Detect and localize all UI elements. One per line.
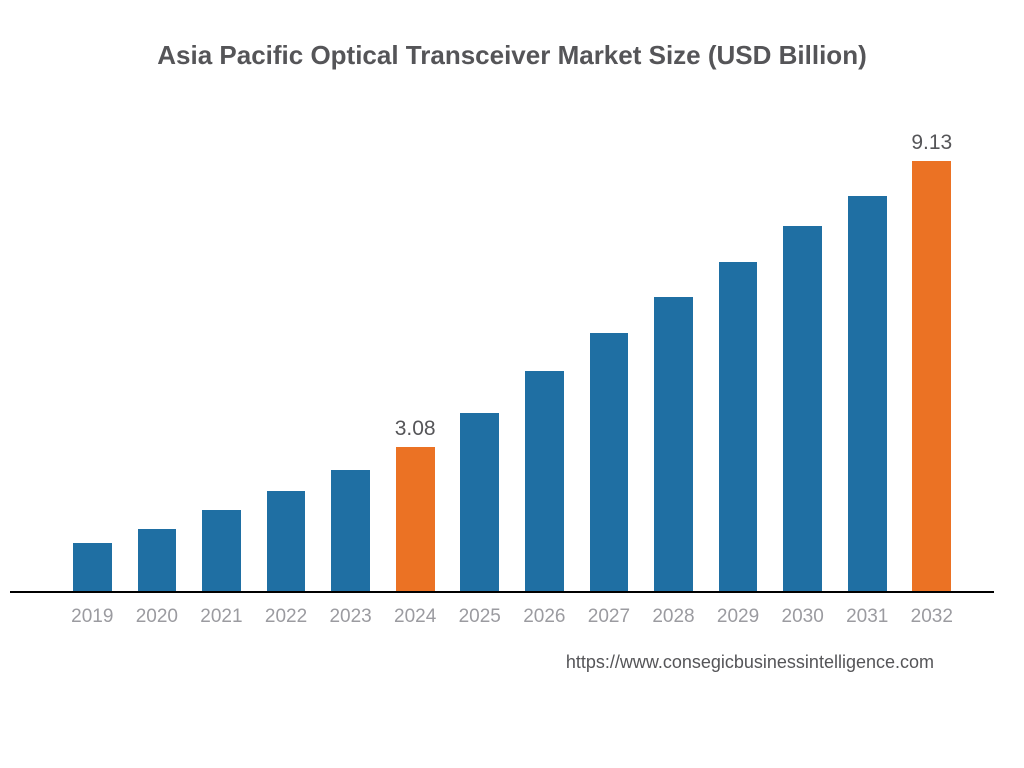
x-axis-label: 2026: [512, 606, 577, 628]
bar: [460, 413, 499, 593]
x-axis-label: 2022: [254, 606, 319, 628]
x-axis-label: 2025: [447, 606, 512, 628]
bar-slot: [770, 120, 835, 593]
x-axis-label: 2020: [125, 606, 190, 628]
bar-value-label: 3.08: [395, 417, 436, 441]
bar-slot: 9.13: [900, 120, 965, 593]
bar: [396, 447, 435, 593]
bar-slot: [577, 120, 642, 593]
bar: [912, 161, 951, 593]
chart-container: Asia Pacific Optical Transceiver Market …: [0, 0, 1024, 768]
x-axis-label: 2032: [900, 606, 965, 628]
bar-slot: [189, 120, 254, 593]
x-axis-label: 2021: [189, 606, 254, 628]
bar-value-label: 9.13: [911, 131, 952, 155]
bar: [654, 297, 693, 593]
bar: [719, 262, 758, 593]
bar-slot: [835, 120, 900, 593]
x-axis-line: [10, 591, 994, 593]
bar: [73, 543, 112, 593]
bar: [202, 510, 241, 593]
bar-slot: [447, 120, 512, 593]
bar-slot: [60, 120, 125, 593]
x-axis-label: 2029: [706, 606, 771, 628]
bars-row: 3.08 9.13: [60, 120, 964, 593]
bar: [138, 529, 177, 593]
x-axis-label: 2030: [770, 606, 835, 628]
x-axis-label: 2028: [641, 606, 706, 628]
x-axis-labels: 2019202020212022202320242025202620272028…: [60, 606, 964, 628]
bar-slot: [512, 120, 577, 593]
bar-slot: [706, 120, 771, 593]
bar-slot: [641, 120, 706, 593]
bar: [590, 333, 629, 593]
x-axis-label: 2019: [60, 606, 125, 628]
bar-slot: [318, 120, 383, 593]
plot-area: 3.08 9.13: [60, 120, 964, 593]
bar: [783, 226, 822, 593]
bar: [267, 491, 306, 593]
source-url: https://www.consegicbusinessintelligence…: [566, 652, 934, 673]
x-axis-label: 2027: [577, 606, 642, 628]
bar: [331, 470, 370, 593]
bar-slot: 3.08: [383, 120, 448, 593]
x-axis-label: 2023: [318, 606, 383, 628]
x-axis-label: 2031: [835, 606, 900, 628]
bar: [525, 371, 564, 593]
bar-slot: [125, 120, 190, 593]
bar-slot: [254, 120, 319, 593]
chart-title: Asia Pacific Optical Transceiver Market …: [0, 40, 1024, 71]
x-axis-label: 2024: [383, 606, 448, 628]
bar: [848, 196, 887, 593]
